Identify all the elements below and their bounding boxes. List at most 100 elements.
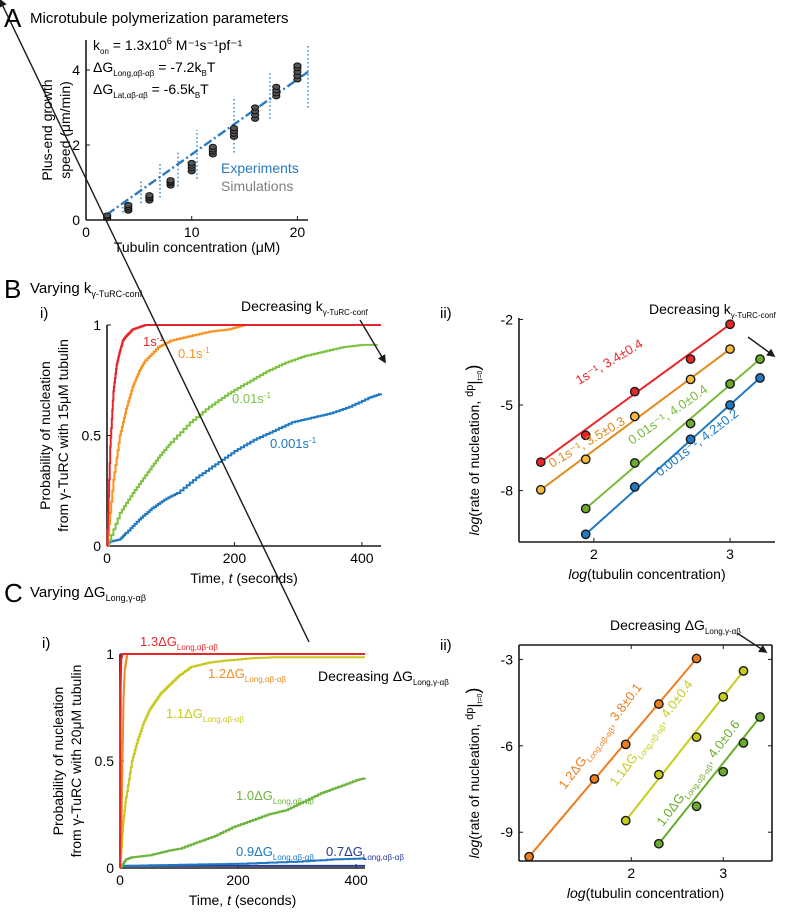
x-tick-label: 2 [590,546,598,562]
data-point [685,374,696,385]
y-tick-label: 0 [106,860,114,876]
y-axis-label-line2: speed (μm/min) [57,81,73,179]
data-point [653,838,664,849]
x-axis-label-main: Time, [189,892,227,908]
data-point [725,344,735,355]
series-label-text: 1s⁻¹, 3.4±0.4 [573,336,645,388]
x-axis-label: log(tubulin concentration) [567,885,724,901]
annotation-tail: T [207,59,216,75]
annotation-decreasing: Decreasing kγ-TuRC-conf [649,301,777,320]
series-label-main: 0.9ΔG [236,844,273,859]
x-axis-label-italic: t [227,892,232,908]
annotation-sub: Long,αβ-αβ [113,69,155,78]
series-label-main: 1.2ΔG [208,666,245,681]
y-tick-label: 1 [93,317,101,333]
panel-a-title: Microtubule polymerization parameters [30,10,288,27]
y-axis-label-frac-num: dp [464,708,476,720]
y-axis-label-tail: (rate of nucleation, [466,720,482,840]
data-point [685,354,696,364]
data-point [629,482,640,492]
data-point [725,319,735,330]
y-axis-label-line2: from γ-TuRC with 20μM tubulin [68,665,84,858]
x-tick-label: 3 [726,546,734,562]
simulation-point [124,201,133,209]
series-label: 0.7ΔGLong,αβ-αβ [326,844,404,862]
y-tick-label: -2 [501,311,514,327]
panel-c-title-main: Varying ΔG [30,584,106,601]
annotation-tail: M⁻¹s⁻¹pf⁻¹ [172,37,243,53]
data-point [725,400,735,410]
annotation-rest: = 1.3x10 [109,37,167,53]
x-axis-label-tail: (tubulin concentration) [586,885,725,901]
y-tick-label: -5 [501,397,514,413]
data-point [535,457,546,468]
data-point [589,774,600,784]
simulation-point [272,83,281,90]
data-point [725,379,735,389]
x-axis-label: Time, t (seconds) [189,892,297,908]
panel-b-title-main: Varying k [30,280,92,297]
x-tick-label: 0 [82,224,90,240]
fit-line [528,657,698,858]
series-label-sub: Long,αβ-αβ [273,797,315,806]
annotation-decreasing: Decreasing ΔGLong,γ-αβ [318,668,449,687]
y-tick-label: 0 [93,538,101,554]
data-point [755,373,765,383]
data-point [691,732,702,743]
simulation-point [251,104,260,111]
y-axis-label: Probability of nucleation from γ-TuRC wit… [37,339,71,532]
panel-b-title: Varying kγ-TuRC-conf [30,280,143,299]
y-axis-label-line2: from γ-TuRC with 15μM tubulin [55,339,71,532]
annotation-dg-1: ΔGLong,αβ-αβ = -7.2kBT [93,59,216,78]
annotation-sub: γ-TuRC-conf [323,308,369,317]
x-tick-label: 2 [627,865,635,881]
data-point [718,766,729,777]
series-label-sup: -1 [309,436,317,445]
data-point [580,529,591,540]
x-tick-label: 3 [719,865,727,881]
x-tick-label: 200 [223,550,247,566]
x-axis-label: Time, t (seconds) [190,570,298,586]
series-label: 1s⁻¹, 3.4±0.4 [573,336,645,388]
data-point [755,354,765,364]
arrow-icon [0,0,310,643]
data-point [620,815,631,826]
series-line [119,653,365,869]
panel-letter-b: B [4,274,21,304]
y-tick-label: 4 [72,62,80,78]
series-label-main: 1.3ΔG [140,634,177,649]
data-point [629,386,640,397]
y-axis-label-line1: Probability of nucleation [37,361,53,510]
y-tick-label: 1 [106,646,114,662]
annotation-decreasing: Decreasing kγ-TuRC-conf [241,298,369,317]
y-tick-label: 2 [72,137,80,153]
y-axis-label: Plus-end growth speed (μm/min) [39,79,73,180]
series-label: 1.2ΔGLong,αβ-αβ [208,666,286,684]
series-label-main: 1.0ΔG [236,788,273,803]
panel-ci-label: i) [42,635,50,652]
x-axis-label-italic: log [568,566,587,582]
series-label-sub: Long,αβ-αβ [273,853,315,862]
y-axis-label-italic: log [466,517,482,536]
legend-experiments: Experiments [221,160,299,176]
x-axis-label-italic: log [567,885,586,901]
series-label-sub: Long,αβ-αβ [203,715,245,724]
data-point [580,454,591,465]
data-point [629,458,640,468]
y-axis-label-bar: | [466,703,483,707]
data-point [629,411,640,422]
series-label-main: 0.001s [270,436,310,451]
annotation-kon: kon = 1.3x106 M⁻¹s⁻¹pf⁻¹ [93,36,243,56]
annotation-decreasing: Decreasing ΔGLong,γ-αβ [610,617,741,636]
series-line [120,777,366,869]
series-line [107,343,378,547]
series-label: 0.01s-1 [232,391,271,406]
data-point [755,712,765,722]
x-tick-label: 400 [344,872,368,888]
y-tick-label: -9 [501,824,514,840]
annotation-main: Decreasing ΔG [610,617,705,633]
y-axis-label-close: ) [463,688,483,694]
y-axis-label-line1: Plus-end growth [39,79,55,180]
